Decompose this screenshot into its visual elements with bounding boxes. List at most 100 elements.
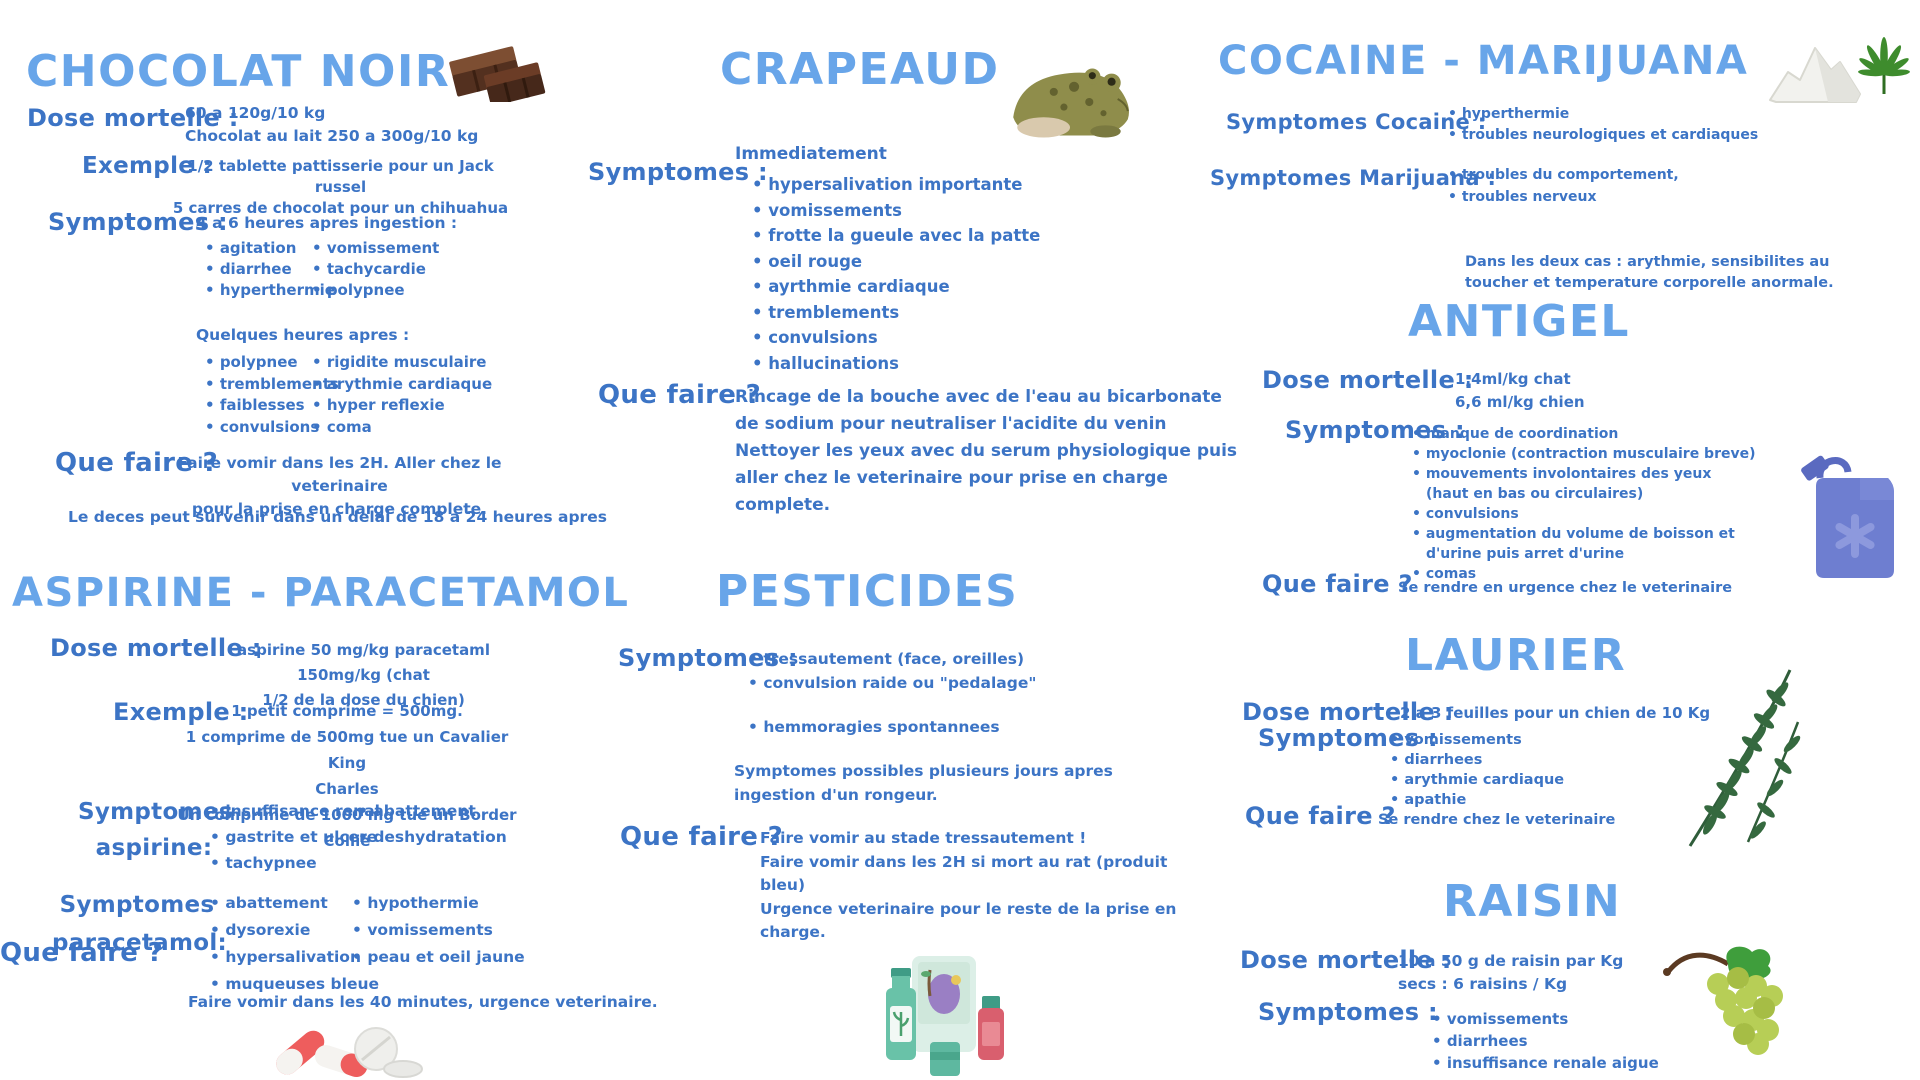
list-item: convulsions bbox=[752, 325, 1040, 351]
dose-mortelle-label: Dose mortelle : bbox=[1262, 366, 1474, 394]
que-faire-text: Se rendre chez le veterinaire bbox=[1378, 812, 1616, 828]
dose-mortelle-text: 2 a 3 feuilles pour un chien de 10 Kg bbox=[1400, 704, 1711, 722]
phase1-symptom-list-col1: agitation diarrhee hyperthermie bbox=[205, 238, 335, 301]
symptomes-aspirine-label: Symptomes aspirine: bbox=[78, 799, 233, 861]
que-faire-text: Se rendre en urgence chez le veterinaire bbox=[1398, 580, 1733, 596]
list-item: arythmie cardiaque bbox=[312, 374, 492, 396]
cocaine-symptom-list: hyperthermie troubles neurologiques et c… bbox=[1448, 104, 1758, 146]
list-item: convulsions bbox=[1412, 504, 1756, 524]
list-item: muqueuses bleue bbox=[210, 971, 379, 998]
list-item: hypersalivation importante bbox=[752, 172, 1040, 198]
list-item: vomissements bbox=[352, 917, 525, 944]
symptomes-label: Symptomes : bbox=[1258, 998, 1438, 1026]
symptom-list-immediate: tressautement (face, oreilles) convulsio… bbox=[748, 648, 1036, 695]
phase2-symptom-list-col2: rigidite musculaire arythmie cardiaque h… bbox=[312, 352, 492, 438]
que-faire-label: Que faire ? bbox=[1262, 570, 1413, 598]
list-item: insuffisance renal bbox=[210, 798, 380, 824]
dose-mortelle-text: 10 a 50 g de raisin par Kg secs : 6 rais… bbox=[1398, 952, 1624, 993]
section-title: PESTICIDES bbox=[716, 566, 1019, 617]
list-item: hyper reflexie bbox=[312, 395, 492, 417]
dose-mortelle-text: 1,4ml/kg chat 6,6 ml/kg chien bbox=[1455, 370, 1585, 411]
list-item: tressautement (face, oreilles) bbox=[748, 648, 1036, 672]
list-item: hallucinations bbox=[752, 351, 1040, 377]
list-item: diarrhee bbox=[205, 259, 335, 280]
list-item: hyperthermie bbox=[205, 280, 335, 301]
list-item: mouvements involontaires des yeux (haut … bbox=[1412, 464, 1756, 504]
list-item: hyperthermie bbox=[1448, 104, 1758, 125]
list-item: tachycardie bbox=[312, 259, 439, 280]
symptomes-label: Symptomes : bbox=[618, 644, 798, 672]
list-item: tremblements bbox=[205, 374, 339, 396]
symptom-list-delayed: hemmoragies spontannees bbox=[748, 718, 999, 736]
both-cases-note: Dans les deux cas : arythmie, sensibilit… bbox=[1465, 254, 1834, 291]
list-item: arythmie cardiaque bbox=[1390, 770, 1564, 790]
list-item: manque de coordination bbox=[1412, 424, 1756, 444]
list-item: peau et oeil jaune bbox=[352, 944, 524, 971]
exemple-label: Exemple : bbox=[82, 153, 212, 179]
que-faire-text: Faire vomir au stade tressautement ! Fai… bbox=[760, 829, 1177, 941]
list-item: faiblesses bbox=[205, 395, 339, 417]
list-item: troubles nerveux bbox=[1448, 186, 1679, 208]
list-item: vomissement bbox=[312, 238, 440, 259]
paracetamol-symptom-list-col2: hypothermie vomissements peau et oeil ja… bbox=[352, 890, 525, 971]
symptomes-label: Symptomes : bbox=[588, 158, 768, 186]
section-title: ANTIGEL bbox=[1408, 296, 1630, 347]
list-item: myoclonie (contraction musculaire breve) bbox=[1412, 444, 1756, 464]
dose-mortelle-label: Dose mortelle : bbox=[1242, 698, 1454, 726]
list-item: diarrhees bbox=[1390, 750, 1564, 770]
chocolate-bar-icon bbox=[449, 46, 546, 102]
laurel-branch-icon bbox=[1688, 669, 1801, 847]
delayed-symptoms-note: Symptomes possibles plusieurs jours apre… bbox=[734, 762, 1113, 804]
death-delay-note: Le deces peut survenir dans un delai de … bbox=[68, 508, 607, 526]
dose-mortelle-label: Dose mortelle : bbox=[27, 104, 239, 132]
list-item: troubles neurologiques et cardiaques bbox=[1448, 125, 1758, 146]
dose-mortelle-text: 60 a 120g/10 kg Chocolat au lait 250 a 3… bbox=[185, 104, 479, 145]
list-item: vomissements bbox=[1432, 1008, 1659, 1030]
symptom-list: vomissements diarrhees arythmie cardiaqu… bbox=[1390, 730, 1564, 810]
dose-mortelle-label: Dose mortelle : bbox=[1240, 946, 1452, 974]
list-item: hypothermie bbox=[352, 890, 525, 917]
list-item: agitation bbox=[205, 238, 335, 259]
que-faire-text: Rincage de la bouche avec de l'eau au bi… bbox=[735, 387, 1238, 515]
que-faire-text: Faire vomir dans les 2H. Aller chez le v… bbox=[177, 454, 502, 518]
list-item: hypersalivation bbox=[210, 944, 379, 971]
list-item: coma bbox=[312, 417, 492, 439]
list-item: oeil rouge bbox=[752, 249, 1040, 275]
list-item: vomissements bbox=[1390, 730, 1564, 750]
phase1-symptom-list-col2: vomissement tachycardie polypnee bbox=[312, 238, 440, 301]
list-item: hemmoragies spontannees bbox=[748, 718, 999, 736]
section-title: CRAPEAUD bbox=[720, 44, 1000, 95]
list-item: polypnee bbox=[205, 352, 339, 374]
phase1-heading: 4 a 6 heures apres ingestion : bbox=[196, 214, 458, 232]
list-item: abattement bbox=[358, 798, 507, 824]
section-title: COCAINE - MARIJUANA bbox=[1218, 38, 1749, 84]
phase-heading: Immediatement bbox=[735, 144, 887, 164]
paracetamol-symptom-list-col1: abattement dysorexie hypersalivation muq… bbox=[210, 890, 379, 998]
symptomes-cocaine-label: Symptomes Cocaine : bbox=[1226, 110, 1487, 134]
list-item: dysorexie bbox=[210, 917, 379, 944]
section-title: RAISIN bbox=[1443, 876, 1622, 927]
list-item: gastrite et ulcere bbox=[210, 824, 380, 850]
symptomes-label: Symptomes : bbox=[48, 208, 228, 236]
list-item: polypnee bbox=[312, 280, 439, 301]
list-item: diarrhees bbox=[1432, 1030, 1659, 1052]
list-item: troubles du comportement, bbox=[1448, 164, 1679, 186]
que-faire-note: Faire vomir dans les 40 minutes, urgence… bbox=[188, 993, 658, 1011]
que-faire-label: Que faire ? bbox=[1245, 802, 1396, 830]
pesticide-bottles-icon bbox=[886, 956, 1004, 1076]
aspirine-symptom-list-col1: insuffisance renal gastrite et ulcere ta… bbox=[210, 798, 380, 876]
pills-icon bbox=[276, 1027, 423, 1078]
marijuana-symptom-list: troubles du comportement, troubles nerve… bbox=[1448, 164, 1679, 208]
grapes-icon bbox=[1663, 946, 1783, 1055]
exemple-label: Exemple : bbox=[113, 698, 249, 726]
que-faire-label: Que faire ? bbox=[598, 380, 761, 410]
list-item: tachypnee bbox=[210, 850, 380, 876]
list-item: convulsion raide ou "pedalage" bbox=[748, 672, 1036, 696]
